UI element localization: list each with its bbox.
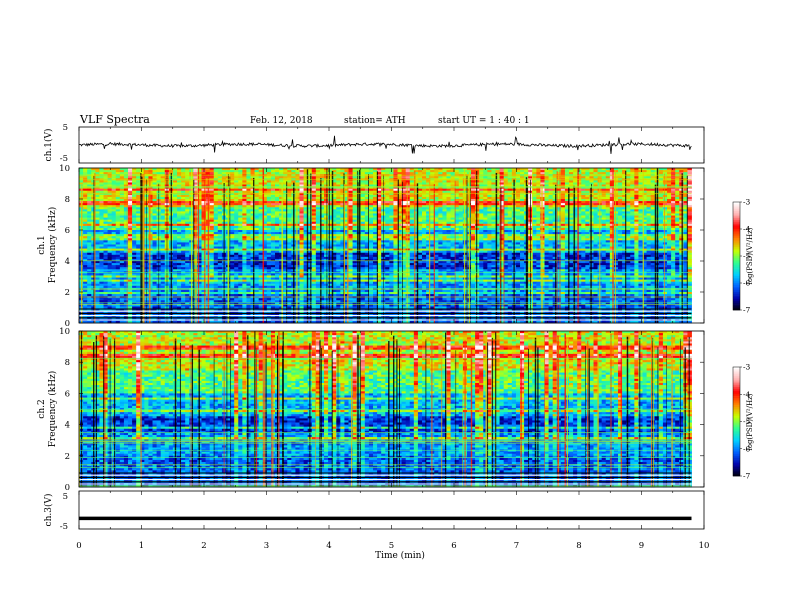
ch1-waveform-trace	[79, 136, 692, 154]
ch1-ytick-bottom: -5	[60, 154, 68, 164]
chart-title: VLF Spectra	[79, 113, 150, 126]
ch1-trace-line	[79, 136, 692, 154]
header-date: Feb. 12, 2018	[250, 116, 313, 126]
ch1-ytick-top: 5	[63, 123, 68, 133]
ch1-waveform-panel: 5 -5 ch.1(V)	[43, 123, 704, 164]
header-start-ut: start UT = 1 : 40 : 1	[438, 116, 530, 126]
vlf-figure: VLF Spectra Feb. 12, 2018 station= ATH s…	[0, 0, 792, 612]
header-station: station= ATH	[344, 116, 406, 126]
ch1-waveform-ylabel: ch.1(V)	[43, 129, 54, 162]
ch1-spectrogram-image	[79, 168, 692, 323]
